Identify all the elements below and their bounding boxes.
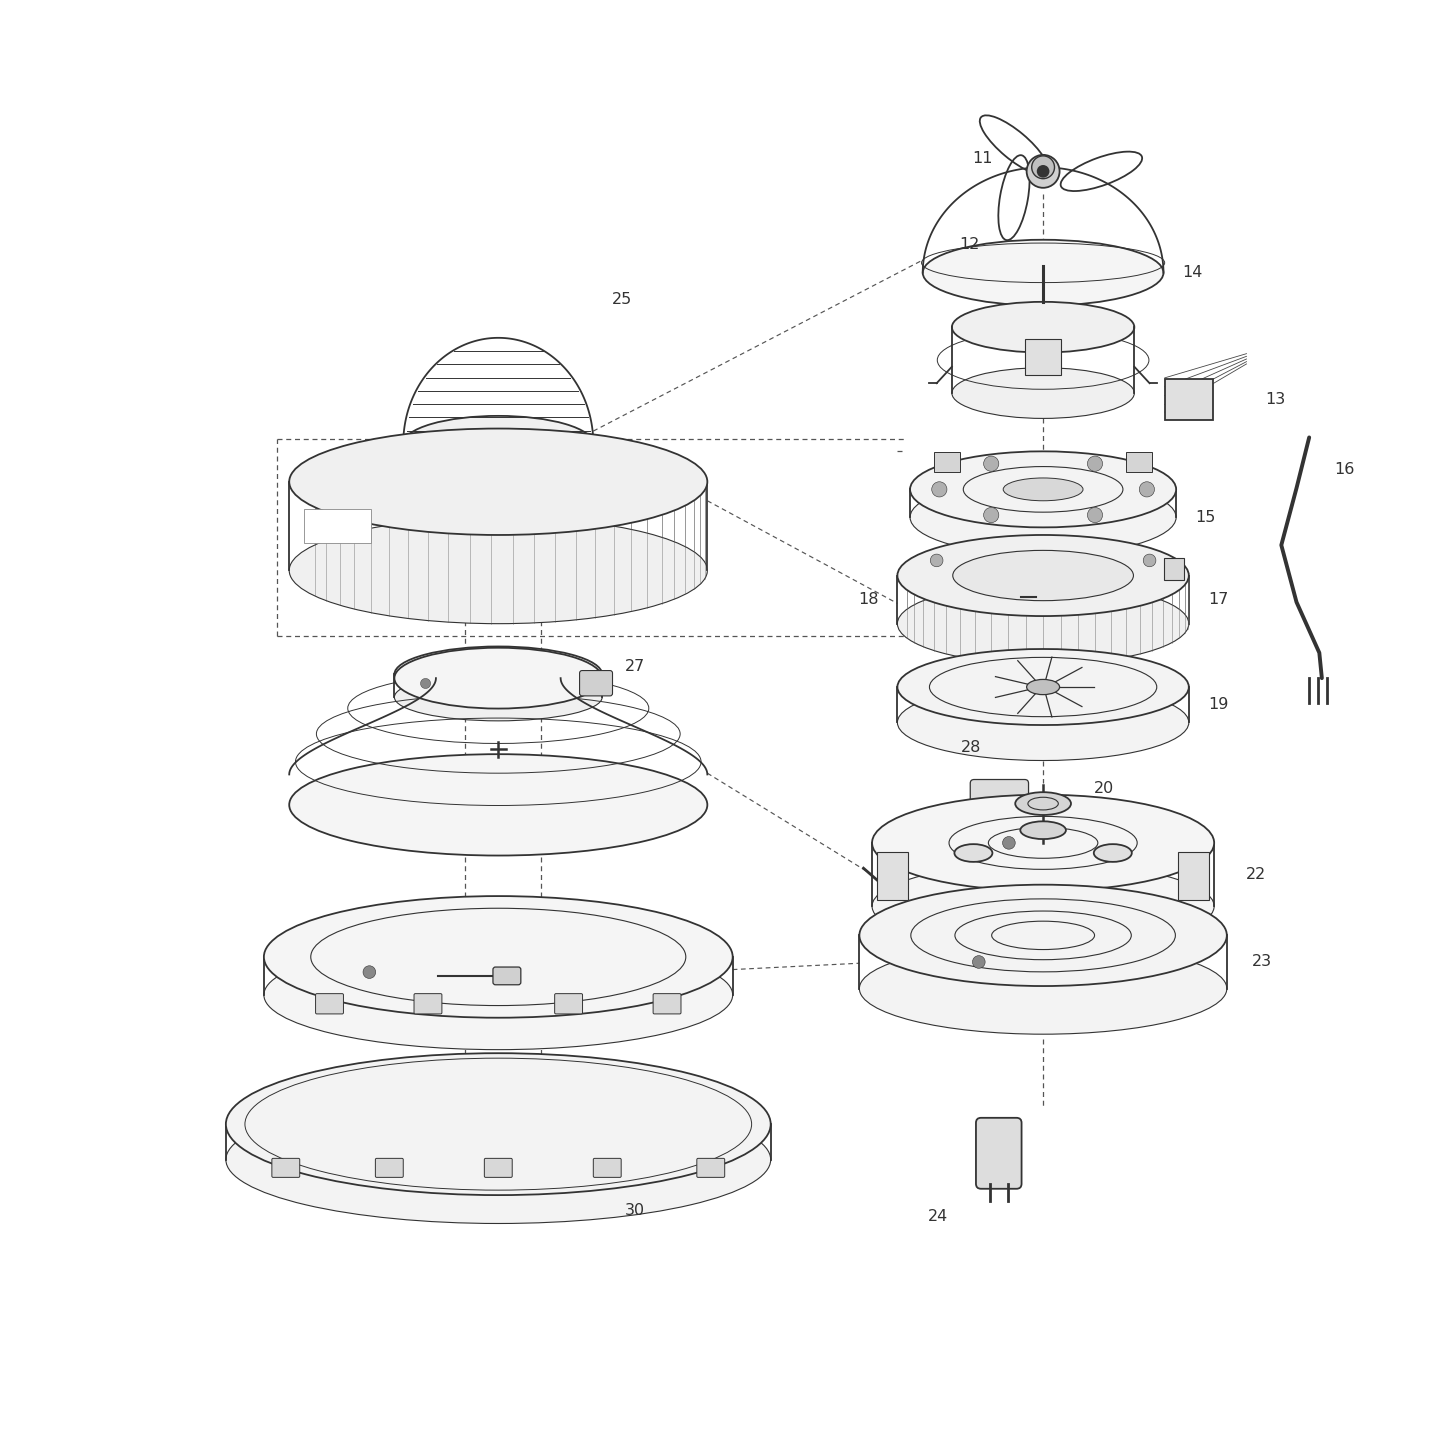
Text: 14: 14: [1182, 266, 1202, 280]
Circle shape: [931, 553, 944, 566]
Ellipse shape: [264, 941, 733, 1049]
Circle shape: [932, 481, 946, 497]
Text: 22: 22: [1246, 867, 1266, 881]
Ellipse shape: [954, 844, 993, 861]
FancyBboxPatch shape: [1127, 452, 1152, 473]
Ellipse shape: [225, 1095, 770, 1224]
Ellipse shape: [225, 1053, 770, 1195]
Ellipse shape: [910, 451, 1176, 527]
FancyBboxPatch shape: [696, 1159, 725, 1178]
Circle shape: [363, 965, 376, 978]
FancyBboxPatch shape: [1165, 558, 1185, 581]
FancyBboxPatch shape: [594, 1159, 621, 1178]
FancyBboxPatch shape: [877, 853, 907, 900]
FancyBboxPatch shape: [315, 994, 344, 1014]
Ellipse shape: [1003, 478, 1082, 501]
FancyBboxPatch shape: [305, 509, 371, 543]
FancyBboxPatch shape: [1026, 340, 1061, 374]
Ellipse shape: [289, 754, 708, 855]
FancyBboxPatch shape: [484, 1159, 512, 1178]
FancyBboxPatch shape: [970, 779, 1029, 802]
Circle shape: [1139, 481, 1155, 497]
Ellipse shape: [897, 535, 1189, 616]
Ellipse shape: [1016, 792, 1071, 815]
FancyBboxPatch shape: [975, 1118, 1022, 1189]
Ellipse shape: [860, 884, 1227, 985]
Text: 30: 30: [626, 1202, 644, 1218]
FancyBboxPatch shape: [415, 994, 442, 1014]
Text: 26: 26: [650, 481, 670, 496]
Ellipse shape: [897, 649, 1189, 725]
Circle shape: [972, 955, 985, 968]
Circle shape: [1088, 507, 1103, 523]
Ellipse shape: [860, 944, 1227, 1035]
Ellipse shape: [897, 584, 1189, 665]
FancyBboxPatch shape: [1165, 379, 1212, 419]
Text: 18: 18: [858, 592, 879, 607]
Ellipse shape: [952, 551, 1133, 601]
Ellipse shape: [871, 863, 1214, 949]
Ellipse shape: [1026, 679, 1059, 695]
Ellipse shape: [923, 240, 1163, 306]
Text: 17: 17: [1208, 592, 1228, 607]
FancyBboxPatch shape: [376, 1159, 403, 1178]
Circle shape: [1143, 553, 1156, 566]
Circle shape: [1032, 156, 1055, 179]
Ellipse shape: [264, 896, 733, 1017]
Ellipse shape: [1094, 844, 1131, 861]
Ellipse shape: [394, 647, 603, 708]
Text: 25: 25: [613, 292, 633, 308]
Circle shape: [1088, 457, 1103, 471]
Circle shape: [1026, 155, 1059, 188]
Circle shape: [984, 507, 998, 523]
Ellipse shape: [403, 416, 594, 471]
Text: 27: 27: [626, 659, 646, 675]
Text: 23: 23: [1253, 955, 1272, 970]
Text: 11: 11: [972, 152, 993, 166]
Text: 20: 20: [1094, 780, 1114, 796]
Circle shape: [1003, 837, 1016, 850]
Ellipse shape: [289, 429, 708, 535]
FancyBboxPatch shape: [935, 452, 959, 473]
Ellipse shape: [871, 795, 1214, 892]
Ellipse shape: [1020, 821, 1066, 840]
Ellipse shape: [952, 367, 1134, 419]
Ellipse shape: [289, 517, 708, 624]
Text: 28: 28: [961, 740, 981, 756]
Ellipse shape: [897, 685, 1189, 760]
FancyBboxPatch shape: [1179, 853, 1209, 900]
Text: 12: 12: [959, 237, 980, 253]
Circle shape: [420, 678, 431, 689]
FancyBboxPatch shape: [272, 1159, 299, 1178]
Circle shape: [984, 457, 998, 471]
Ellipse shape: [394, 673, 603, 721]
Text: 24: 24: [928, 1209, 948, 1224]
Ellipse shape: [952, 302, 1134, 353]
Ellipse shape: [394, 646, 603, 702]
Text: 13: 13: [1264, 392, 1285, 407]
FancyBboxPatch shape: [555, 994, 582, 1014]
Text: 19: 19: [1208, 698, 1228, 712]
Circle shape: [1036, 165, 1049, 178]
Text: 16: 16: [1335, 461, 1355, 477]
FancyBboxPatch shape: [579, 670, 613, 696]
FancyBboxPatch shape: [653, 994, 681, 1014]
FancyBboxPatch shape: [493, 967, 520, 985]
Ellipse shape: [910, 480, 1176, 555]
Text: 15: 15: [1195, 510, 1215, 525]
Text: 21: 21: [1157, 822, 1178, 838]
